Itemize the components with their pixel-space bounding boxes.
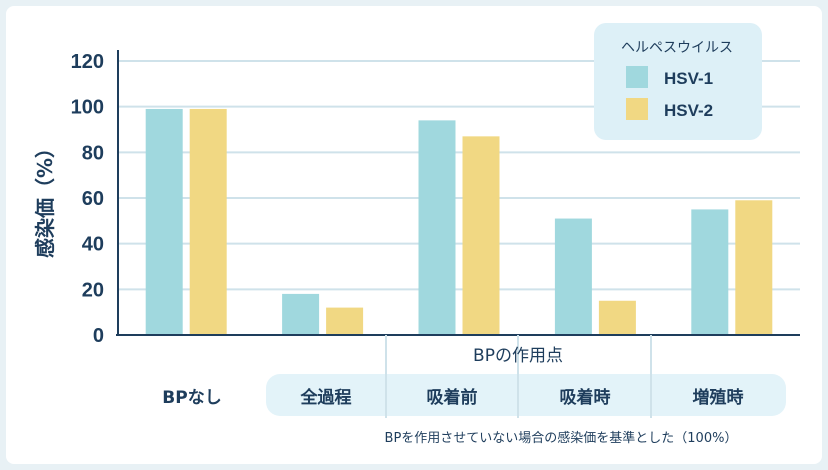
y-tick-label: 20: [82, 279, 104, 301]
legend-label-hsv-2: HSV-2: [664, 101, 713, 120]
x-category-label: BPなし: [162, 388, 221, 408]
bar-hsv-2-4: [598, 300, 636, 335]
bar-hsv-2-1: [189, 108, 227, 335]
y-tick-label: 100: [71, 97, 104, 119]
legend-label-hsv-1: HSV-1: [664, 69, 713, 88]
bar-hsv-2-3: [462, 136, 500, 335]
bar-hsv-1-2: [282, 293, 320, 335]
bar-hsv-2-2: [326, 307, 364, 335]
category-label-band: [266, 374, 786, 416]
legend-title: ヘルペスウイルス: [621, 40, 733, 56]
y-tick-label: 120: [71, 51, 104, 73]
x-category-label: 全過程: [300, 387, 352, 408]
y-tick-label: 80: [82, 142, 104, 164]
bar-hsv-1-1: [145, 108, 183, 335]
bar-hsv-1-4: [554, 218, 592, 335]
footnote: BPを作用させていない場合の感染価を基準とした（100%）: [385, 430, 738, 446]
y-axis-title: 感染価（%）: [33, 138, 57, 258]
y-tick-label: 60: [82, 188, 104, 210]
group-label: BPの作用点: [473, 346, 563, 366]
bar-hsv-1-3: [418, 120, 456, 335]
bar-hsv-1-5: [691, 209, 729, 335]
x-category-label: 吸着前: [427, 387, 478, 408]
y-tick-label: 40: [82, 234, 104, 256]
x-category-label: 増殖時: [693, 387, 744, 408]
x-category-label: 吸着時: [560, 387, 611, 408]
y-tick-label: 0: [93, 325, 104, 347]
legend-swatch-hsv-1: [626, 66, 648, 88]
bar-hsv-2-5: [735, 200, 773, 335]
legend-swatch-hsv-2: [626, 98, 648, 120]
